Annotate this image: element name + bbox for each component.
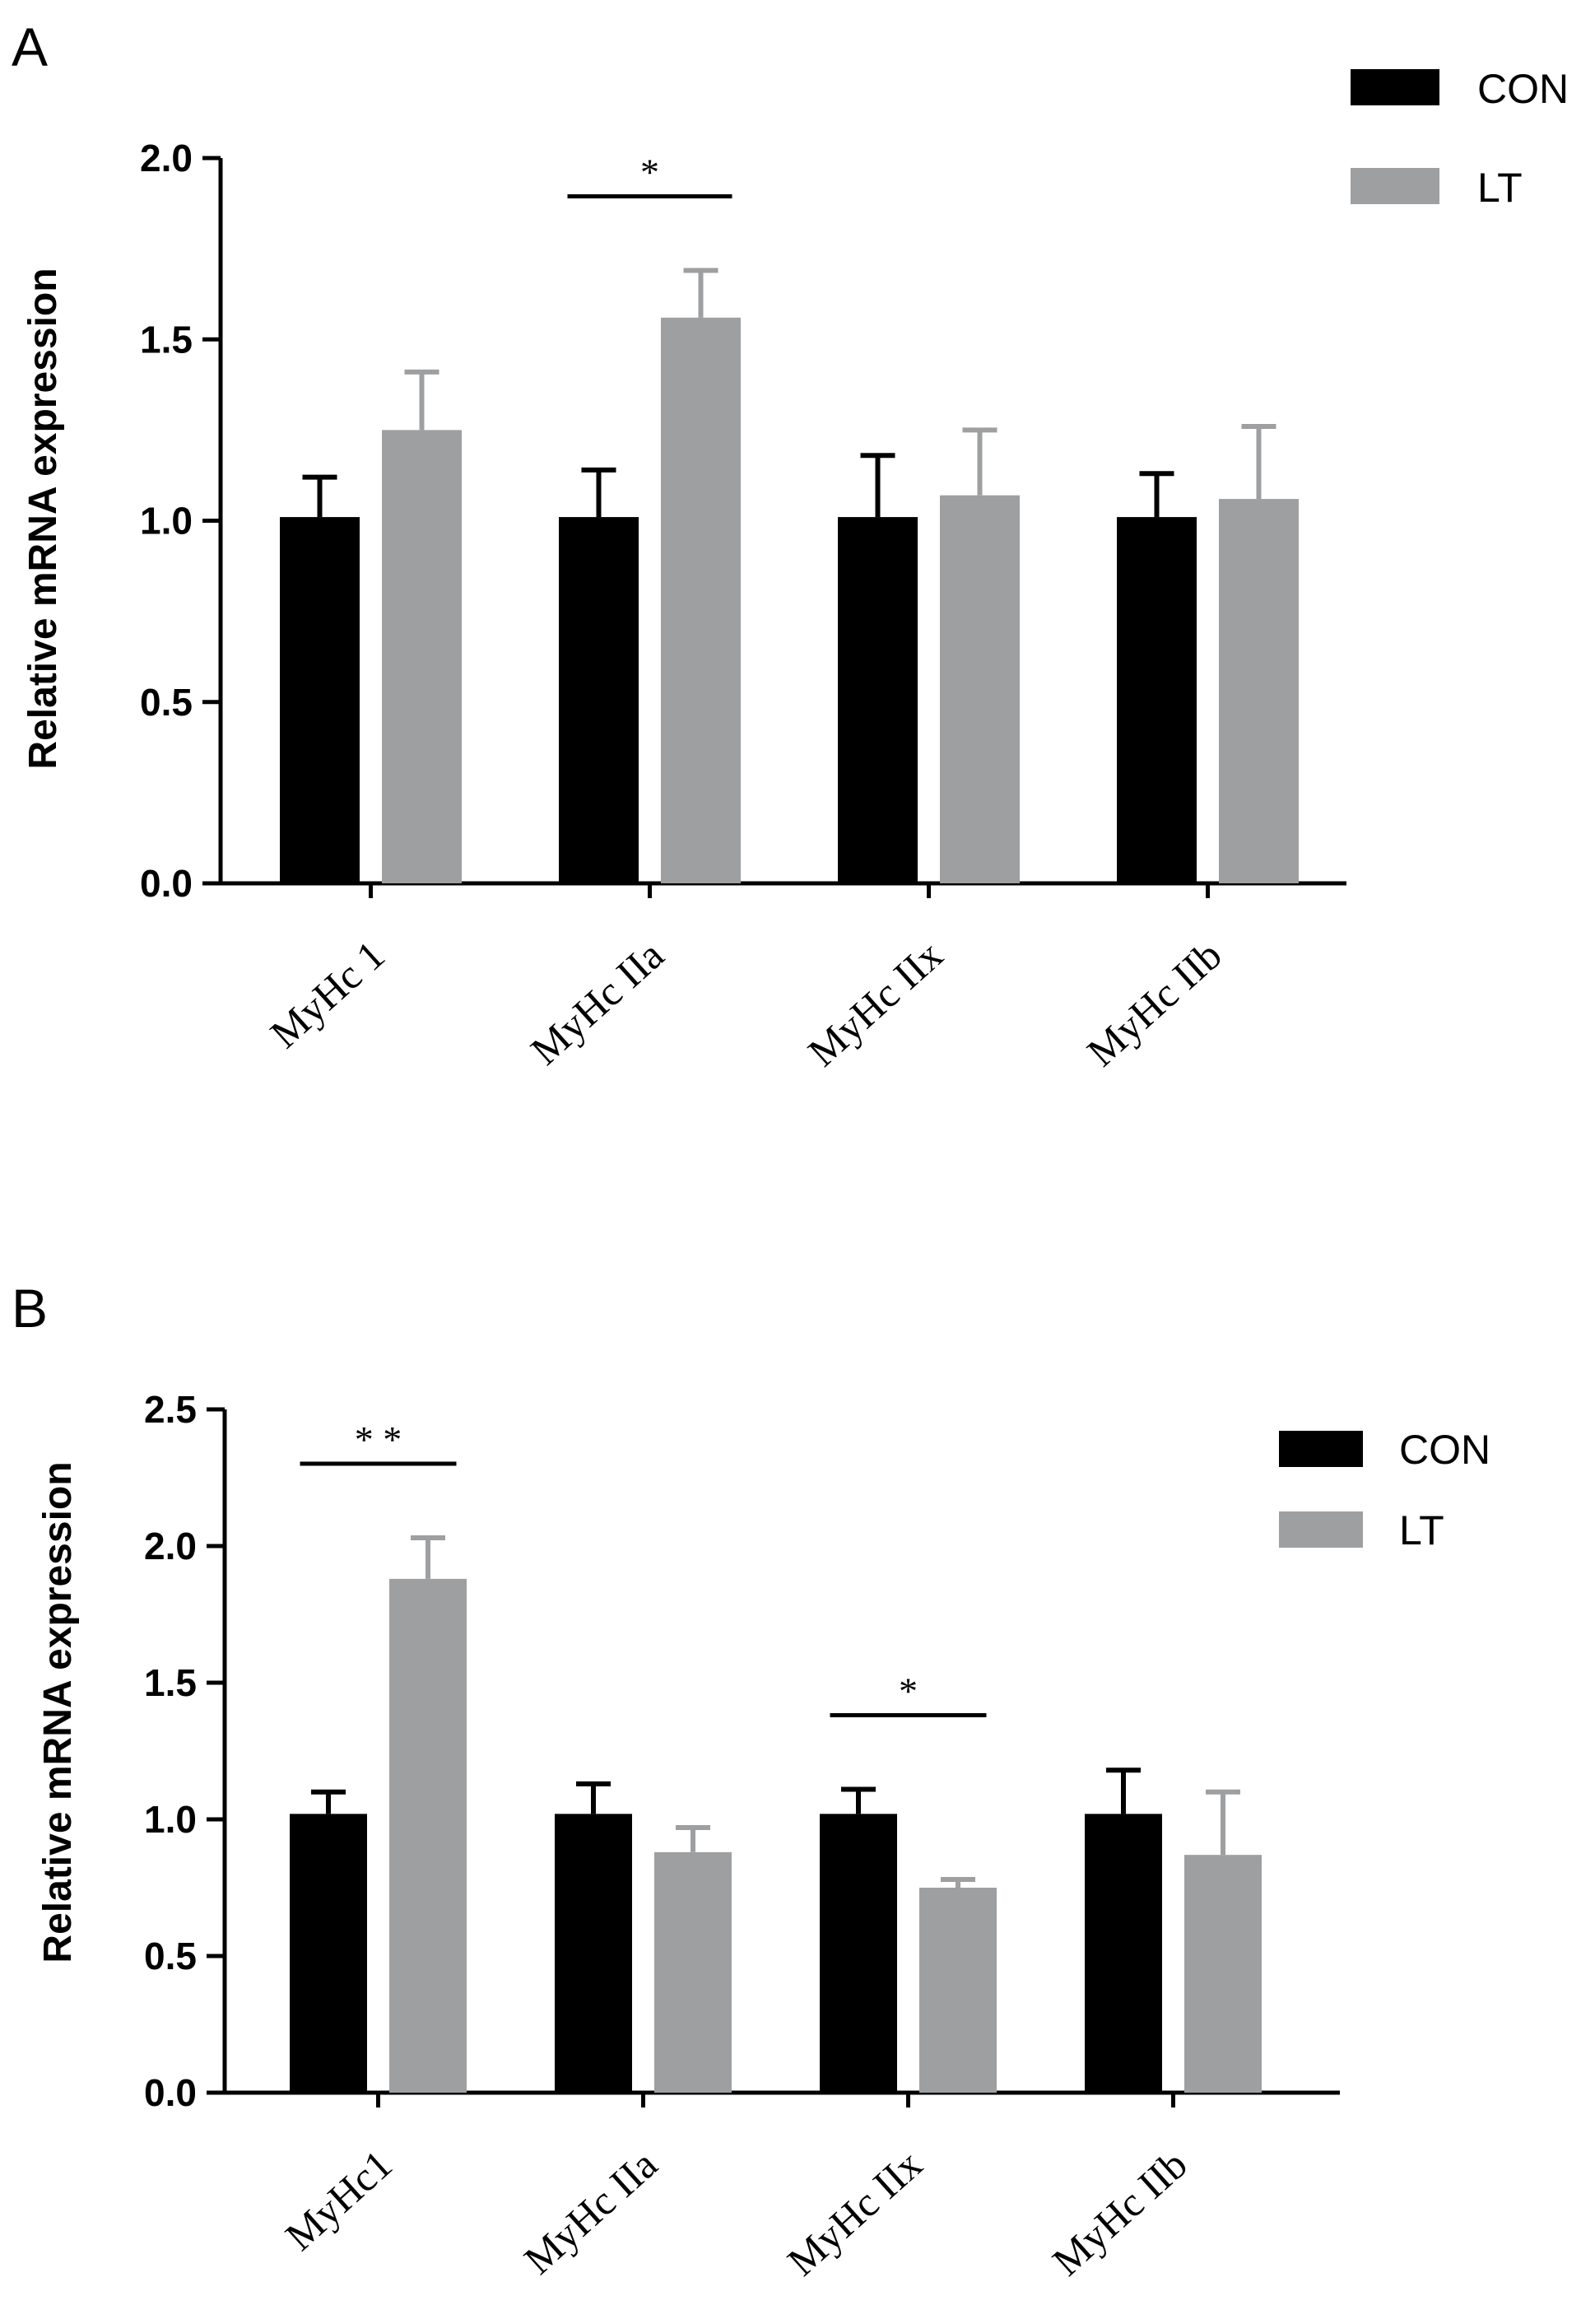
x-category-label-b: MyHc IIx [779,2141,931,2284]
legend-a: CON LT [1351,66,1569,211]
legend-label-lt-b: LT [1399,1507,1444,1553]
y-tick-label-a: 2.0 [140,137,193,179]
x-category-label-b: MyHc IIb [1044,2141,1196,2284]
bar-con-b [820,1814,897,2093]
legend-b: CON LT [1279,1427,1490,1553]
legend-label-con-a: CON [1477,66,1569,112]
plot-area-b: 0.0 0.5 1.0 1.5 2.0 2.5 MyHc1 MyHc IIa MyHc IIx M… [144,1388,1340,2284]
x-category-label-a: MyHc IIx [799,932,951,1075]
significance-label-a: * [640,151,659,193]
bar-lt-b [389,1578,467,2093]
y-axis-label-b: Relative mRNA expression [36,1461,80,1963]
legend-swatch-con-a [1351,69,1439,105]
legend-label-lt-a: LT [1477,165,1523,211]
bar-con-a [280,517,360,883]
plot-area-a: 0.0 0.5 1.0 1.5 2.0 MyHc 1 MyHc IIa MyHc IIx MyH… [140,137,1346,1075]
bar-lt-b [654,1851,732,2093]
y-tick-label-a: 1.0 [140,500,193,543]
y-tick-label-a: 0.0 [140,862,193,905]
bar-con-b [1085,1814,1162,2093]
panel-label-a: A [12,16,48,77]
y-tick-label-b: 1.5 [144,1661,197,1704]
significance-label-b: * [899,1670,918,1712]
y-tick-label-a: 0.5 [140,681,193,724]
bar-lt-b [919,1888,997,2093]
bar-lt-a [1219,499,1299,883]
x-category-label-b: MyHc1 [277,2141,401,2260]
bar-lt-a [382,430,462,883]
x-category-label-a: MyHc IIb [1078,932,1230,1075]
y-tick-label-a: 1.5 [140,318,193,361]
x-category-label-b: MyHc IIa [515,2141,666,2284]
panel-label-b: B [12,1278,48,1339]
legend-swatch-lt-a [1351,168,1439,204]
y-tick-label-b: 0.0 [144,2071,197,2114]
bar-con-a [1117,517,1197,883]
legend-swatch-lt-b [1279,1511,1363,1548]
x-category-label-a: MyHc IIa [522,932,672,1074]
bar-lt-a [940,495,1020,883]
y-axis-label-a: Relative mRNA expression [21,268,65,769]
chart-panel-a: A Relative mRNA expression 0.0 0.5 1.0 1.5 2… [12,16,1569,1075]
bar-con-a [838,517,918,883]
bar-lt-b [1184,1855,1262,2093]
y-tick-label-b: 2.5 [144,1388,197,1431]
y-tick-label-b: 2.0 [144,1525,197,1567]
x-category-label-a: MyHc 1 [262,932,393,1057]
legend-label-con-b: CON [1399,1427,1490,1473]
bar-lt-a [661,317,741,883]
y-tick-label-b: 1.0 [144,1798,197,1841]
chart-panel-b: B Relative mRNA expression 0.0 0.5 1.0 1.5 2… [12,1278,1490,2284]
legend-swatch-con-b [1279,1431,1363,1467]
significance-label-b: * * [355,1418,402,1460]
bar-con-b [290,1814,367,2093]
bar-con-a [559,517,639,883]
bar-con-b [555,1814,632,2093]
y-tick-label-b: 0.5 [144,1935,197,1977]
